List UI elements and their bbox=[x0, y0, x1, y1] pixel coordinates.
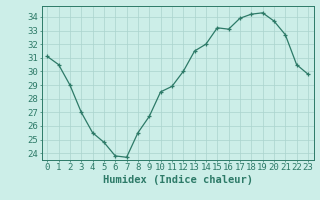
X-axis label: Humidex (Indice chaleur): Humidex (Indice chaleur) bbox=[103, 175, 252, 185]
